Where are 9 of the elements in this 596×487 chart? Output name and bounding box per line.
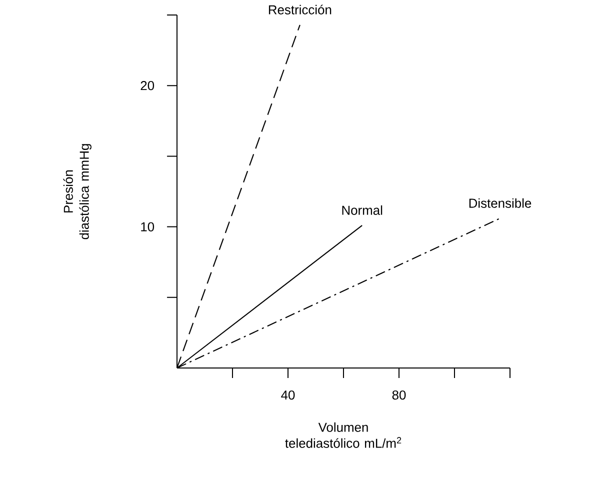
y-axis-title: Presión diastólica mmHg xyxy=(63,144,92,240)
x-tick-label: 80 xyxy=(392,390,406,400)
y-tick-label: 20 xyxy=(140,81,154,90)
x-tick-label: 40 xyxy=(281,390,295,400)
x-axis-title: Volumen telediastólico mL/m$^{2}$ xyxy=(285,422,402,448)
series-label: Distensible xyxy=(469,198,532,208)
series-label: Restricción xyxy=(268,4,332,14)
y-tick-label: 10 xyxy=(141,222,154,232)
series-label: Normal xyxy=(342,205,382,215)
